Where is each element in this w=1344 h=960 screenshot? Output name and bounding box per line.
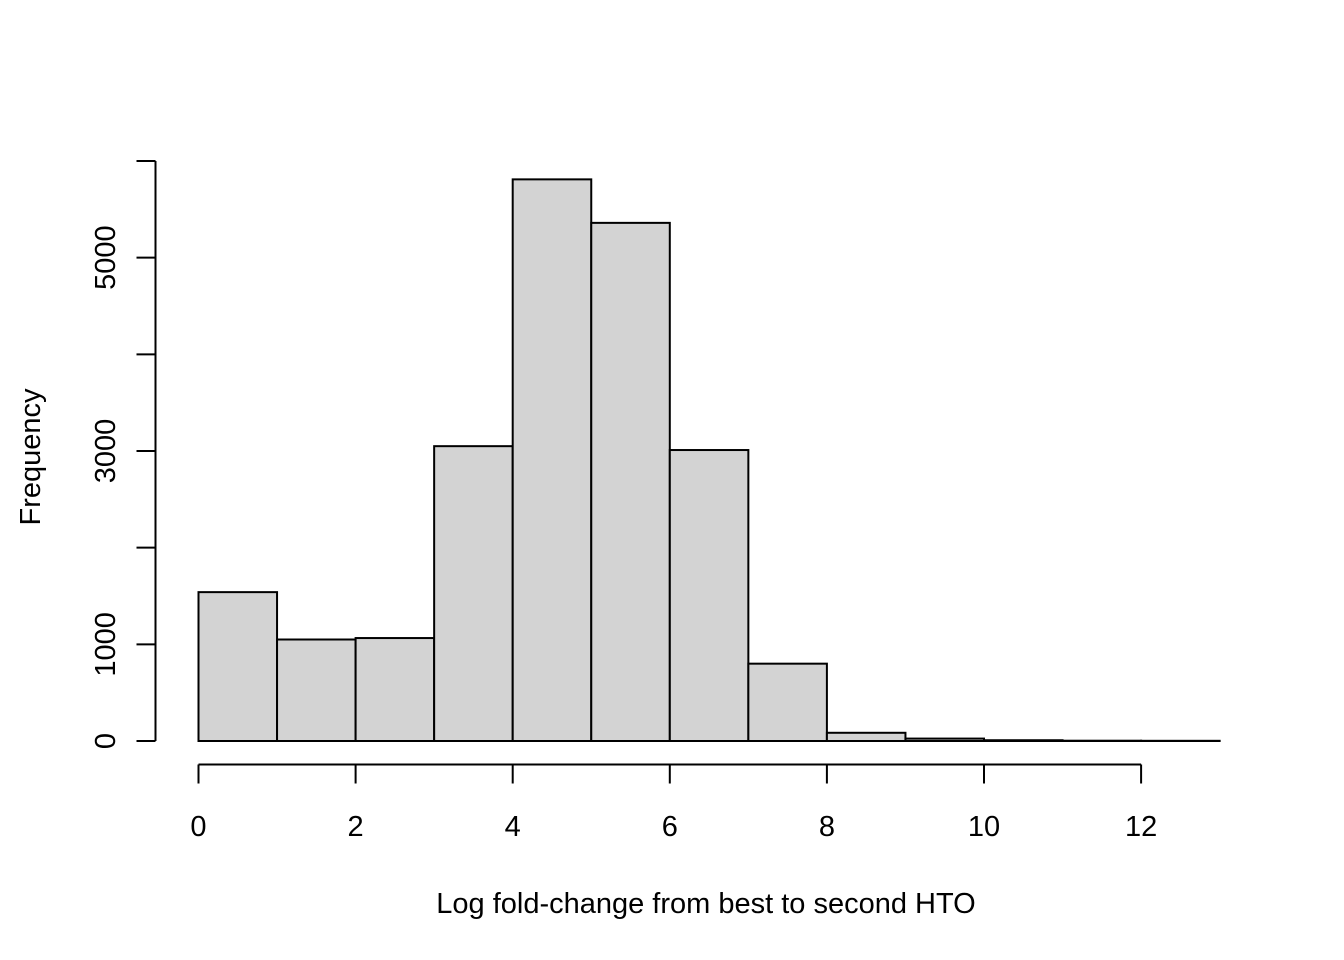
y-axis-title: Frequency: [15, 388, 47, 526]
histogram-bar: [197, 591, 279, 743]
x-axis-tick-label: 10: [968, 811, 1000, 843]
histogram-bar: [825, 731, 907, 742]
y-axis-tick-label: 3000: [90, 419, 122, 484]
histogram-bar: [354, 637, 436, 742]
x-axis-tick-label: 12: [1125, 811, 1157, 843]
histogram-bar: [668, 449, 750, 742]
x-axis-tick-label: 4: [505, 811, 521, 843]
histogram-bar: [590, 221, 671, 743]
y-axis: 0 1000 3000 5000: [90, 160, 157, 749]
histogram-bar: [904, 737, 986, 742]
x-axis-tick-label: 6: [662, 811, 678, 843]
histogram-bar: [983, 739, 1064, 743]
x-axis-title: Log fold-change from best to second HTO: [436, 888, 976, 920]
x-axis: 0 2 4 6 8 10 12: [190, 763, 1157, 843]
x-axis-tick-label: 8: [819, 811, 835, 843]
x-axis-tick-label: 2: [348, 811, 364, 843]
histogram-bar: [511, 178, 593, 743]
y-axis-tick-label: 5000: [90, 225, 122, 290]
histogram-bar: [276, 638, 357, 742]
y-axis-tick-label: 0: [90, 733, 122, 749]
histogram-bars: [197, 178, 1221, 743]
x-axis-tick-label: 0: [190, 811, 206, 843]
histogram-bar: [747, 662, 828, 743]
y-axis-tick-label: 1000: [90, 612, 122, 677]
histogram-bar: [433, 445, 514, 742]
